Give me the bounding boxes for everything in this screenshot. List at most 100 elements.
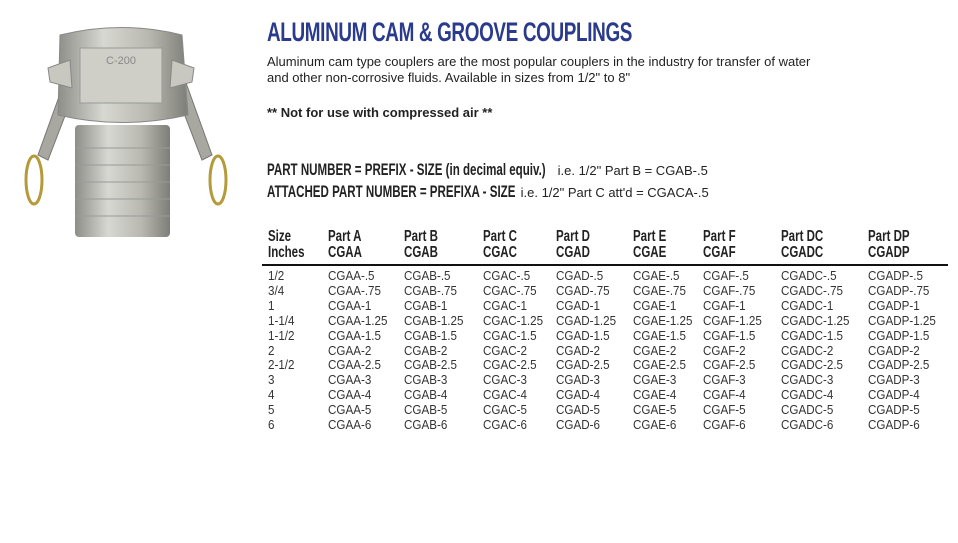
- part-number-cell: CGADC-2: [781, 343, 834, 358]
- part-number-cell: CGAC-3: [483, 373, 527, 388]
- part-number-cell: CGAE-.75: [633, 283, 686, 298]
- part-number-cell: CGAC-2.5: [483, 358, 537, 373]
- part-number-cell: CGAA-1.25: [328, 313, 388, 328]
- part-number-cell: CGAE-.5: [633, 269, 680, 283]
- column-header-line1: Part DC: [781, 228, 824, 245]
- part-number-cell: CGAB-6: [404, 418, 448, 432]
- part-number-cell: CGAF-1: [703, 298, 746, 313]
- size-cell: 4: [268, 388, 275, 403]
- part-number-cell: CGADC-2.5: [781, 358, 844, 373]
- size-cell: 3/4: [268, 283, 285, 298]
- size-cell: 3: [268, 373, 275, 388]
- part-number-cell: CGAE-2: [633, 343, 677, 358]
- size-cell: 1/2: [268, 269, 285, 283]
- size-cell: 1-1/4: [268, 313, 295, 328]
- part-number-cell: CGAD-2: [556, 343, 600, 358]
- attached-part-number-example: i.e. 1/2" Part C att'd = CGACA-.5: [517, 185, 709, 200]
- column-header-line2: CGADC: [781, 244, 824, 261]
- part-number-cell: CGADC-1.5: [781, 328, 844, 343]
- part-number-cell: CGAA-.75: [328, 283, 381, 298]
- part-number-cell: CGADP-2.5: [868, 358, 930, 373]
- column-header: Part F CGAF: [703, 229, 748, 261]
- part-number-cell: CGADP-.5: [868, 269, 923, 283]
- part-number-cell: CGAA-6: [328, 418, 372, 432]
- part-number-cell: CGAA-4: [328, 388, 372, 403]
- column-header: Part E CGAE: [633, 229, 679, 261]
- part-number-cell: CGAC-.75: [483, 283, 537, 298]
- part-number-cell: CGADC-5: [781, 403, 834, 418]
- part-number-cell: CGAB-3: [404, 373, 448, 388]
- part-number-cell: CGAB-2: [404, 343, 448, 358]
- part-number-cell: CGAC-.5: [483, 269, 531, 283]
- part-number-cell: CGAC-1.25: [483, 313, 544, 328]
- part-number-cell: CGAD-2.5: [556, 358, 610, 373]
- part-number-cell: CGAD-6: [556, 418, 600, 432]
- part-number-cell: CGAE-3: [633, 373, 677, 388]
- part-number-cell: CGADC-1.25: [781, 313, 850, 328]
- part-number-cell: CGAB-5: [404, 403, 448, 418]
- part-number-cell: CGAC-6: [483, 418, 527, 432]
- part-number-cell: CGADP-.75: [868, 283, 930, 298]
- part-number-cell: CGADC-.5: [781, 269, 837, 283]
- column-header-line1: Part D: [556, 228, 590, 245]
- column-header: Part C CGAC: [483, 229, 530, 261]
- part-number-cell: CGAF-6: [703, 418, 746, 432]
- product-image-coupler: C-200: [24, 27, 228, 237]
- part-number-cell: CGAC-1.5: [483, 328, 537, 343]
- product-description: Aluminum cam type couplers are the most …: [267, 54, 811, 85]
- column-header-line1: Part B: [404, 228, 438, 245]
- column-header-line1: Part DP: [868, 228, 910, 245]
- column-header-line1: Part E: [633, 228, 667, 245]
- part-number-cell: CGAD-3: [556, 373, 600, 388]
- size-cell: 1-1/2: [268, 328, 295, 343]
- attached-part-number-format: ATTACHED PART NUMBER = PREFIXA - SIZE i.…: [267, 182, 709, 202]
- part-number-cell: CGAF-.75: [703, 283, 756, 298]
- part-number-cell: CGAF-1.5: [703, 328, 756, 343]
- part-number-cell: CGAE-2.5: [633, 358, 686, 373]
- column-header-line1: Part C: [483, 228, 517, 245]
- part-number-cell: CGADP-4: [868, 388, 920, 403]
- part-number-cell: CGAA-5: [328, 403, 372, 418]
- part-number-cell: CGAA-2.5: [328, 358, 381, 373]
- part-number-cell: CGADC-3: [781, 373, 834, 388]
- part-number-cell: CGAE-4: [633, 388, 677, 403]
- part-number-cell: CGAD-5: [556, 403, 600, 418]
- part-number-cell: CGAF-3: [703, 373, 746, 388]
- size-cell: 5: [268, 403, 275, 418]
- part-number-cell: CGAC-2: [483, 343, 527, 358]
- part-number-cell: CGAC-1: [483, 298, 527, 313]
- size-cell: 6: [268, 418, 275, 432]
- column-header-line2: Inches: [268, 244, 305, 261]
- attached-part-number-label: ATTACHED PART NUMBER = PREFIXA - SIZE: [267, 182, 516, 201]
- part-number-cell: CGADP-5: [868, 403, 920, 418]
- column-header-line2: CGAB: [404, 244, 438, 261]
- part-number-cell: CGADP-1: [868, 298, 920, 313]
- column-header: Part D CGAD: [556, 229, 603, 261]
- column-header-line2: CGAE: [633, 244, 667, 261]
- part-number-cell: CGADP-1.25: [868, 313, 936, 328]
- part-number-cell: CGAF-4: [703, 388, 746, 403]
- part-number-cell: CGADP-2: [868, 343, 920, 358]
- part-number-cell: CGAA-3: [328, 373, 372, 388]
- part-number-cell: CGAE-1.5: [633, 328, 686, 343]
- part-number-label: PART NUMBER = PREFIX - SIZE (in decimal …: [267, 160, 546, 179]
- part-number-cell: CGAD-4: [556, 388, 600, 403]
- size-cell: 2: [268, 343, 275, 358]
- size-cell: 1: [268, 298, 275, 313]
- part-number-cell: CGAB-1.5: [404, 328, 457, 343]
- part-number-cell: CGAF-2: [703, 343, 746, 358]
- part-number-cell: CGAF-1.25: [703, 313, 762, 328]
- part-number-cell: CGAA-.5: [328, 269, 375, 283]
- table-header-divider: [262, 264, 948, 266]
- part-number-cell: CGADP-6: [868, 418, 920, 432]
- part-number-cell: CGAD-1.5: [556, 328, 610, 343]
- part-number-cell: CGAA-1: [328, 298, 372, 313]
- part-number-example: i.e. 1/2" Part B = CGAB-.5: [554, 163, 708, 178]
- column-header: Part DP CGADP: [868, 229, 926, 261]
- column-header-line2: CGAC: [483, 244, 517, 261]
- part-number-cell: CGAB-1.25: [404, 313, 464, 328]
- size-cell: 2-1/2: [268, 358, 295, 373]
- part-number-cell: CGAB-1: [404, 298, 448, 313]
- part-number-cell: CGAB-.5: [404, 269, 451, 283]
- column-header-line1: Size: [268, 228, 292, 245]
